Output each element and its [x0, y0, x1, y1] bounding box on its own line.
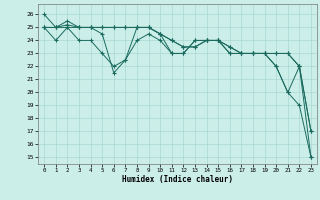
- X-axis label: Humidex (Indice chaleur): Humidex (Indice chaleur): [122, 175, 233, 184]
